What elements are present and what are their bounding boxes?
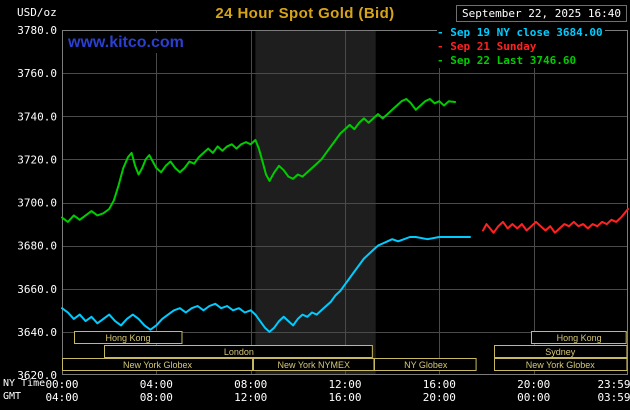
session-box bbox=[494, 358, 628, 371]
session-box bbox=[62, 358, 254, 371]
x-tick-label-gmt: 08:00 bbox=[140, 391, 173, 404]
y-tick-label: 3760.0 bbox=[17, 67, 57, 80]
x-axis-gmt-label: GMT bbox=[3, 391, 22, 402]
session-box bbox=[374, 358, 477, 371]
x-tick-label-ny: 04:00 bbox=[140, 378, 173, 391]
y-axis-unit-label: USD/oz bbox=[17, 6, 57, 19]
plot-border bbox=[62, 30, 628, 375]
x-tick-label-ny: 20:00 bbox=[517, 378, 550, 391]
chart-title: 24 Hour Spot Gold (Bid) bbox=[215, 5, 395, 22]
y-tick-label: 3640.0 bbox=[17, 326, 57, 339]
x-tick-label-ny: 08:00 bbox=[234, 378, 267, 391]
session-box bbox=[494, 345, 628, 358]
legend-label-sep22: Sep 22 Last 3746.60 bbox=[450, 54, 577, 67]
x-tick-label-gmt: 00:00 bbox=[517, 391, 550, 404]
legend-item-0: - Sep 19 NY close 3684.00 bbox=[437, 26, 605, 40]
x-tick-label-gmt: 16:00 bbox=[328, 391, 361, 404]
legend-item-2: - Sep 22 Last 3746.60 bbox=[437, 54, 579, 68]
legend-label-sep21: Sep 21 Sunday bbox=[450, 40, 537, 53]
session-label: London bbox=[224, 347, 254, 357]
y-tick-label: 3700.0 bbox=[17, 197, 57, 210]
x-tick-label-ny: 23:59 bbox=[597, 378, 630, 391]
nymex-session-band bbox=[255, 30, 376, 375]
y-tick-label: 3660.0 bbox=[17, 283, 57, 296]
session-label: New York Globex bbox=[526, 360, 596, 370]
y-tick-label: 3620.0 bbox=[17, 369, 57, 382]
series-sep-19-ny-close bbox=[61, 236, 471, 333]
session-label: Hong Kong bbox=[557, 333, 602, 343]
series-sep-22 bbox=[61, 98, 457, 223]
x-tick-label-ny: 12:00 bbox=[328, 378, 361, 391]
x-tick-label-gmt: 20:00 bbox=[423, 391, 456, 404]
session-label: NY Globex bbox=[404, 360, 448, 370]
x-tick-label-ny: 00:00 bbox=[45, 378, 78, 391]
y-tick-label: 3780.0 bbox=[17, 24, 57, 37]
x-tick-label-gmt: 12:00 bbox=[234, 391, 267, 404]
session-box bbox=[253, 358, 375, 371]
y-tick-label: 3680.0 bbox=[17, 240, 57, 253]
y-tick-label: 3720.0 bbox=[17, 153, 57, 166]
legend-dash-icon: - bbox=[437, 26, 444, 39]
session-label: New York NYMEX bbox=[277, 360, 350, 370]
legend-item-1: - Sep 21 Sunday bbox=[437, 40, 539, 54]
session-label: New York Globex bbox=[123, 360, 193, 370]
session-label: Sydney bbox=[545, 347, 576, 357]
legend-dash-icon: - bbox=[437, 54, 444, 67]
x-axis-ny-time-label: NY Time bbox=[3, 378, 46, 389]
session-box bbox=[104, 345, 373, 358]
kitco-watermark[interactable]: www.kitco.com bbox=[64, 33, 188, 53]
x-tick-label-gmt: 04:00 bbox=[45, 391, 78, 404]
session-label: Hong Kong bbox=[106, 333, 151, 343]
y-tick-label: 3740.0 bbox=[17, 110, 57, 123]
session-box bbox=[531, 331, 627, 344]
x-tick-label-ny: 16:00 bbox=[423, 378, 456, 391]
legend-label-sep19: Sep 19 NY close 3684.00 bbox=[450, 26, 603, 39]
series-sep-21-sunday bbox=[482, 208, 629, 234]
x-tick-label-gmt: 03:59 bbox=[597, 391, 630, 404]
legend: - Sep 19 NY close 3684.00 - Sep 21 Sunda… bbox=[437, 26, 605, 68]
session-box bbox=[74, 331, 183, 344]
datetime-box: September 22, 2025 16:40 bbox=[456, 5, 627, 22]
legend-dash-icon: - bbox=[437, 40, 444, 53]
